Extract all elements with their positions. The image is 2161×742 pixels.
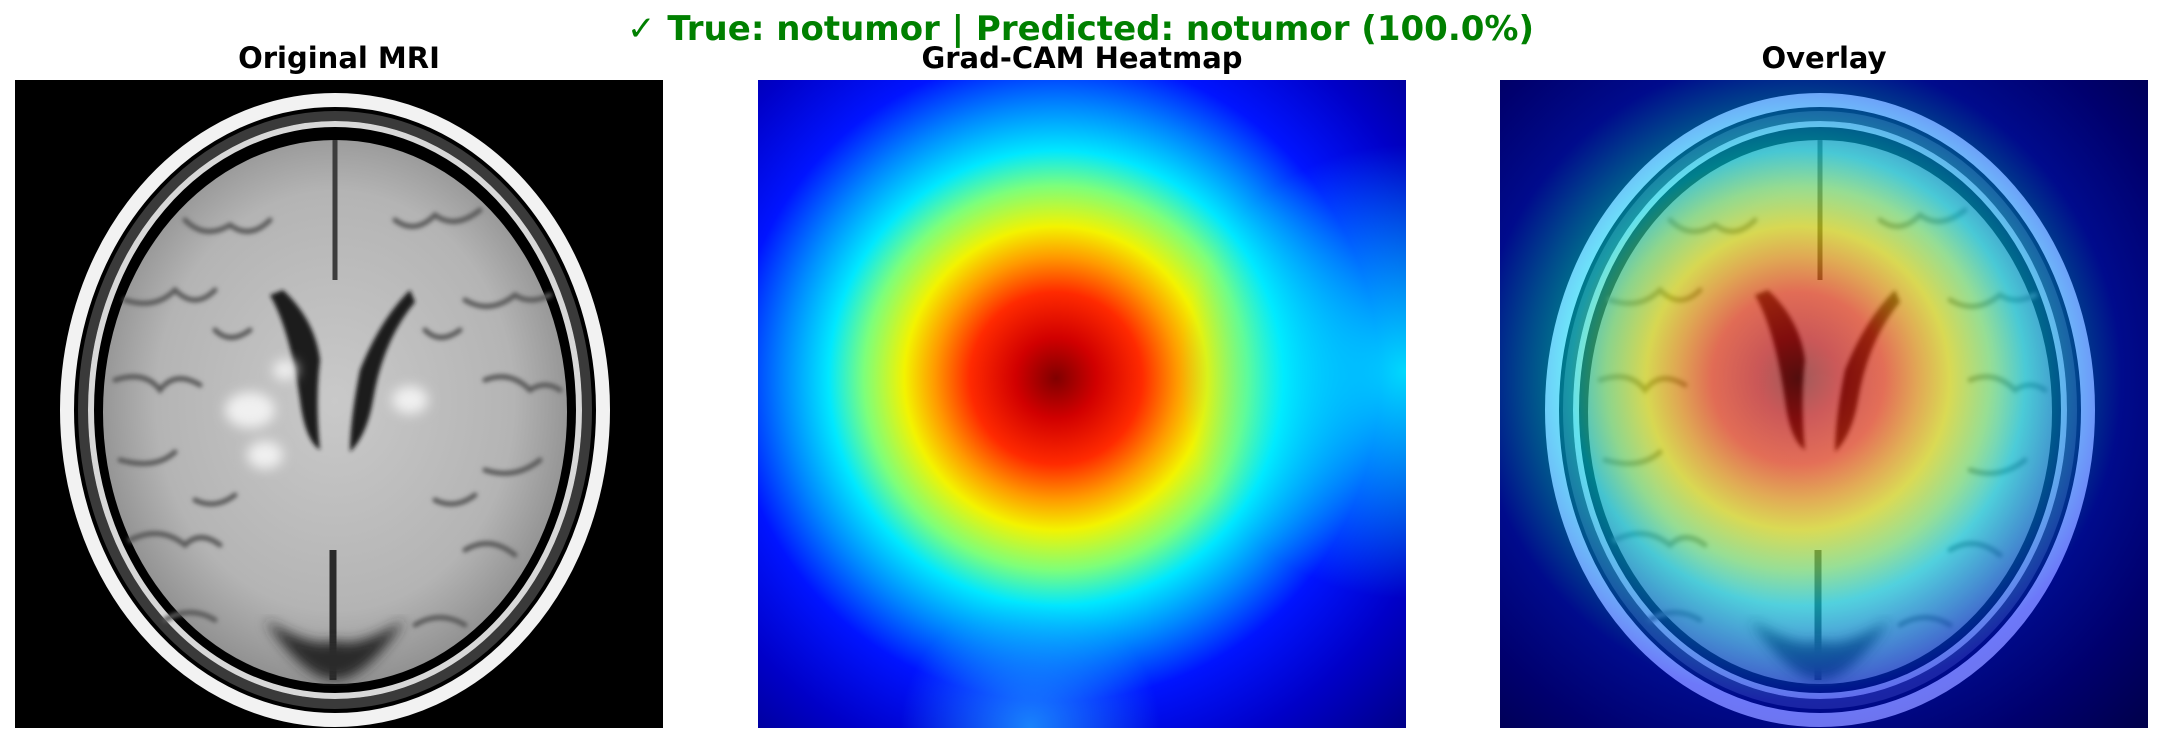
panel-title-heatmap: Grad-CAM Heatmap <box>921 41 1243 75</box>
panel-title-original: Original MRI <box>238 41 440 75</box>
original-mri-image <box>15 80 663 728</box>
panel-title-overlay: Overlay <box>1761 41 1887 75</box>
check-icon: ✓ <box>626 9 656 49</box>
figure-suptitle: ✓ True: notumor | Predicted: notumor (10… <box>0 6 2161 52</box>
suptitle-text: True: notumor | Predicted: notumor (100.… <box>667 9 1534 49</box>
overlay-image <box>1500 80 2148 728</box>
gradcam-heatmap-image <box>758 80 1406 728</box>
